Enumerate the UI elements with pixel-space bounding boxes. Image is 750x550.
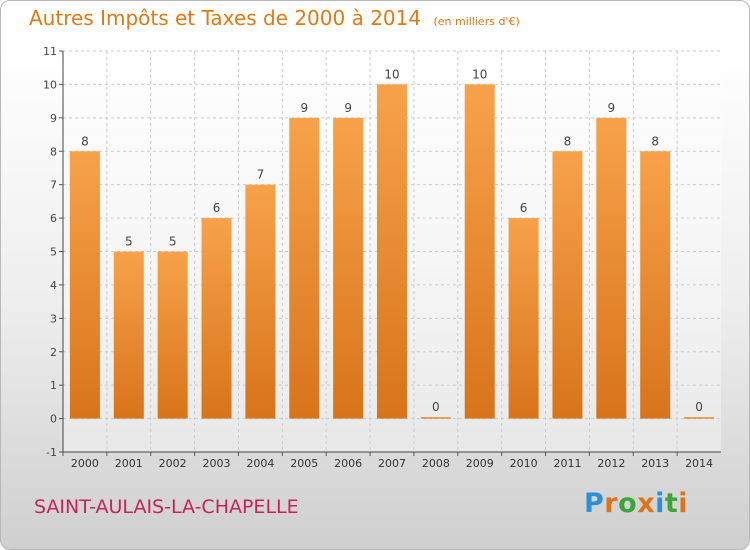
bar-value-label: 9 [300, 101, 308, 115]
value-labels: 8 5 5 6 7 9 9 10 0 10 6 8 9 8 0 [81, 67, 703, 414]
logo-letter: i [678, 488, 689, 519]
y-tick-label: 3 [50, 312, 57, 325]
bar [596, 117, 627, 419]
bar-value-label: 8 [564, 134, 572, 148]
logo-letter: i [655, 488, 665, 519]
x-tick-label: 2000 [71, 457, 99, 470]
chart-title: Autres Impôts et Taxes de 2000 à 2014 (e… [29, 6, 520, 30]
x-tick-label: 2013 [641, 457, 669, 470]
x-tick-label: 2010 [510, 457, 538, 470]
y-tick-label: 2 [50, 346, 57, 359]
bar [420, 417, 451, 419]
bar-value-label: 6 [213, 201, 221, 215]
bar [289, 117, 320, 419]
y-tick-label: 10 [43, 78, 57, 91]
x-tick-label: 2004 [246, 457, 274, 470]
y-tick-label: 8 [50, 145, 57, 158]
x-tick-label: 2007 [378, 457, 406, 470]
bar [245, 184, 276, 419]
y-tick-label: 4 [50, 279, 57, 292]
x-tick-label: 2006 [334, 457, 362, 470]
logo-letter: o [618, 488, 638, 519]
x-tick-label: 2003 [203, 457, 231, 470]
bar-value-label: 0 [432, 400, 440, 414]
y-tick-label: 6 [50, 212, 57, 225]
chart-title-main: Autres Impôts et Taxes de 2000 à 2014 [29, 6, 422, 30]
axes [59, 50, 721, 456]
bar-value-label: 7 [257, 168, 265, 182]
bar [464, 84, 495, 419]
bar-value-label: 8 [81, 134, 89, 148]
bar-value-label: 8 [651, 134, 659, 148]
bar-value-label: 10 [384, 67, 399, 81]
bar [201, 218, 232, 419]
x-tick-label: 2014 [685, 457, 713, 470]
tick-labels: -1 0 1 2 3 4 5 6 7 8 9 10 11 2000 2001 2002 2003 2004 2005… [43, 45, 713, 470]
bar-value-label: 10 [472, 67, 487, 81]
logo-letter: P [584, 488, 605, 519]
x-tick-label: 2011 [553, 457, 581, 470]
x-tick-label: 2009 [466, 457, 494, 470]
bar-value-label: 0 [695, 400, 703, 414]
bar-value-label: 6 [520, 201, 528, 215]
x-tick-label: 2012 [597, 457, 625, 470]
y-tick-label: 1 [50, 379, 57, 392]
y-tick-label: 7 [50, 179, 57, 192]
y-tick-label: 5 [50, 246, 57, 259]
bar [113, 251, 144, 419]
x-tick-label: 2008 [422, 457, 450, 470]
bar-value-label: 9 [344, 101, 352, 115]
logo-letter: t [664, 488, 679, 519]
x-tick-label: 2002 [159, 457, 187, 470]
bar [69, 151, 100, 419]
bar [333, 117, 364, 419]
x-tick-label: 2005 [290, 457, 318, 470]
bar [508, 218, 539, 419]
bar [377, 84, 407, 419]
bar-value-label: 5 [125, 235, 133, 249]
bar-value-label: 9 [608, 101, 616, 115]
y-tick-label: 11 [43, 45, 57, 58]
bar [157, 251, 188, 419]
bar [552, 151, 583, 419]
x-tick-label: 2001 [115, 457, 143, 470]
logo-letter: x [637, 488, 656, 519]
y-tick-label: 0 [50, 413, 57, 426]
proxiti-logo: Proxiti [584, 488, 688, 519]
bar [640, 151, 671, 419]
bars [69, 84, 715, 419]
bar-value-label: 5 [169, 235, 177, 249]
commune-name: SAINT-AULAIS-LA-CHAPELLE [34, 496, 299, 518]
chart-subtitle: (en milliers d'€) [433, 15, 520, 28]
y-tick-label: -1 [46, 446, 57, 459]
bar [684, 417, 715, 419]
logo-letter: r [604, 488, 619, 519]
y-tick-label: 9 [50, 112, 57, 125]
